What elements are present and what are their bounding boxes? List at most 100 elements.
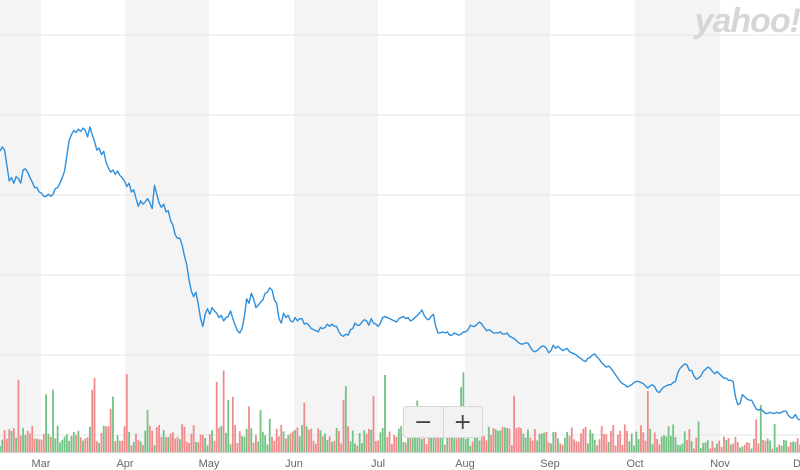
volume-bar: [358, 432, 361, 452]
volume-bar: [172, 432, 174, 452]
volume-bar: [577, 441, 580, 452]
month-band: [635, 0, 720, 452]
x-tick-label: Aug: [455, 458, 475, 470]
volume-bar: [490, 435, 492, 452]
volume-bar: [497, 430, 499, 452]
volume-bar: [533, 429, 536, 452]
volume-bar: [363, 430, 366, 452]
volume-bar: [713, 447, 716, 452]
volume-bar: [485, 440, 488, 452]
volume-bar: [349, 441, 352, 452]
volume-bar: [520, 428, 522, 452]
volume-bar: [727, 437, 730, 452]
volume-bar: [289, 433, 292, 452]
volume-bar: [319, 430, 322, 452]
volume-bar: [40, 439, 43, 452]
month-bands: [0, 0, 720, 452]
volume-bar: [367, 428, 370, 452]
volume-bar: [24, 434, 27, 452]
volume-bar: [31, 426, 34, 452]
volume-bar: [158, 425, 160, 452]
volume-bar: [543, 432, 545, 452]
volume-bar: [540, 433, 543, 452]
volume-bar: [614, 445, 617, 452]
volume-bar: [589, 429, 592, 452]
volume-bar: [384, 375, 386, 452]
volume-bar: [693, 448, 695, 452]
volume-bar: [234, 425, 237, 452]
volume-bar: [365, 433, 368, 452]
price-series: [0, 126, 800, 421]
volume-bar: [317, 428, 320, 452]
volume-bar: [340, 443, 343, 452]
volume-bar: [6, 438, 8, 452]
volume-bar: [181, 424, 184, 452]
volume-bar: [201, 434, 204, 452]
volume-bar: [197, 442, 200, 452]
volume-bar: [49, 436, 52, 452]
volume-bar: [792, 441, 794, 452]
volume-bar: [402, 441, 405, 452]
volume-bar: [294, 429, 296, 452]
zoom-in-button[interactable]: +: [442, 407, 483, 437]
volume-bar: [59, 442, 61, 452]
volume-bar: [444, 444, 446, 452]
volume-bar: [338, 430, 340, 452]
volume-bar: [773, 423, 776, 452]
volume-bar: [517, 427, 520, 452]
volume-bar: [215, 381, 218, 452]
zoom-out-button[interactable]: −: [414, 409, 433, 435]
volume-bar: [137, 440, 140, 452]
yahoo-logo: yahoo!: [694, 2, 800, 40]
volume-bar: [268, 418, 271, 452]
volume-bar: [545, 432, 548, 452]
horizontal-gridlines: [0, 34, 800, 436]
volume-bar: [165, 437, 167, 452]
volume-bar: [374, 441, 377, 452]
volume-bar: [264, 435, 267, 452]
x-tick-label: Apr: [116, 458, 133, 470]
volume-bar: [236, 443, 239, 452]
volume-bar: [504, 427, 506, 452]
volume-bar: [388, 431, 391, 452]
volume-bar: [557, 438, 559, 452]
volume-bar: [155, 427, 158, 452]
volume-bar: [225, 432, 227, 452]
volume-bar: [77, 430, 80, 452]
volume-bar: [457, 431, 460, 452]
volume-bar: [395, 436, 398, 452]
volume-bar: [178, 439, 181, 452]
volume-bar: [393, 434, 396, 452]
volume-bar: [640, 425, 642, 452]
volume-bar: [245, 428, 248, 452]
volume-bar: [697, 421, 700, 452]
volume-bar: [628, 441, 631, 452]
volume-bar: [561, 444, 564, 452]
volume-bar: [231, 396, 234, 452]
volume-bar: [135, 433, 137, 452]
volume-bar: [663, 434, 665, 452]
volume-bar: [702, 442, 705, 452]
volume-bar: [676, 444, 679, 452]
volume-bar: [102, 425, 105, 452]
volume-bar: [448, 434, 451, 452]
volume-bar: [439, 430, 442, 452]
volume-bar: [33, 438, 36, 452]
volume-bar: [1, 439, 4, 452]
volume-bar: [3, 429, 6, 452]
volume-bar: [437, 429, 439, 452]
volume-bar: [755, 419, 758, 452]
volume-bar: [414, 424, 416, 452]
volume-bar: [499, 430, 502, 452]
volume-bar: [248, 406, 250, 452]
volume-bar: [432, 430, 435, 452]
volume-bar: [656, 439, 658, 452]
volume-bar: [743, 444, 746, 452]
volume-bar: [522, 433, 525, 452]
volume-bar: [328, 436, 331, 452]
x-tick-label: May: [199, 458, 220, 470]
volume-bar: [284, 438, 287, 452]
volume-bar: [296, 427, 299, 452]
